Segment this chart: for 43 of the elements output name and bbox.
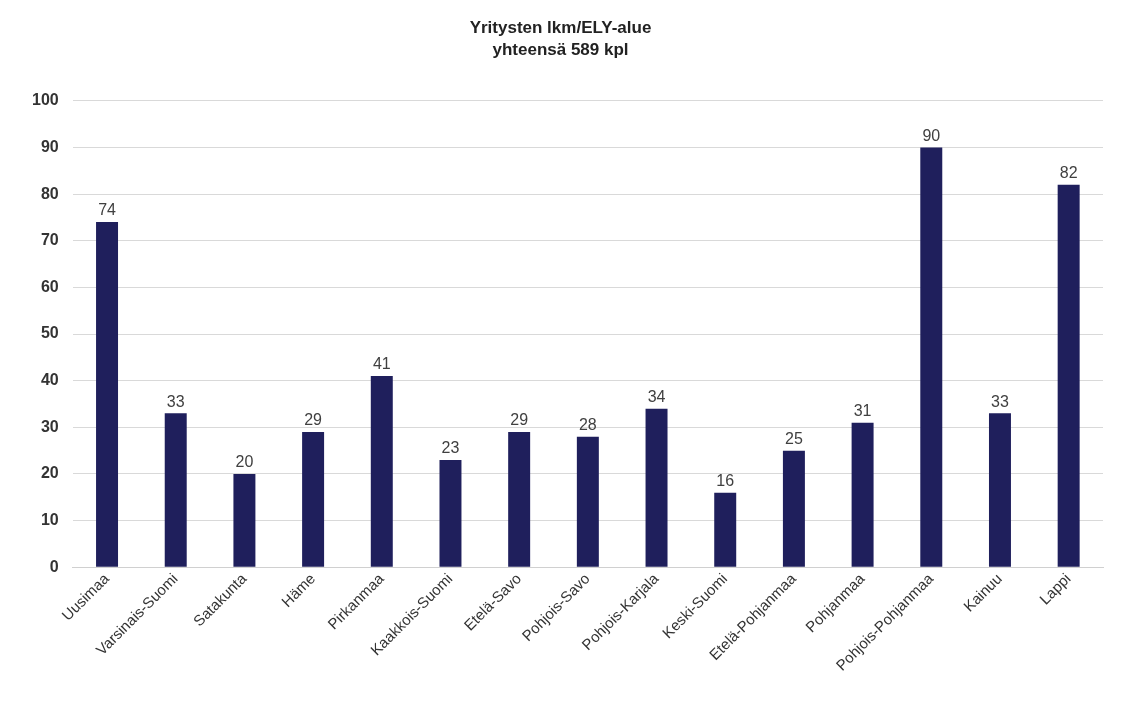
y-tick-label: 0 [49, 557, 59, 575]
data-label: 16 [716, 472, 735, 490]
bar [508, 432, 531, 567]
data-label: 29 [304, 411, 323, 429]
bar [96, 222, 119, 567]
bar [645, 408, 668, 567]
bar [302, 432, 325, 567]
y-tick-label: 40 [40, 371, 59, 389]
data-label: 23 [441, 439, 460, 457]
data-label: 28 [578, 416, 597, 434]
bar [370, 376, 393, 567]
y-tick-label: 80 [40, 184, 59, 202]
data-label: 34 [647, 388, 666, 406]
data-label: 31 [853, 402, 872, 420]
bar [439, 460, 462, 567]
y-tick-label: 90 [40, 137, 59, 155]
bar [233, 473, 256, 567]
bar [988, 413, 1011, 567]
y-tick-label: 30 [40, 417, 59, 435]
data-label: 90 [922, 126, 941, 144]
bar [920, 147, 943, 567]
bar [714, 492, 737, 567]
data-label: 33 [991, 392, 1009, 410]
y-tick-label: 70 [40, 231, 59, 249]
bar [851, 422, 874, 567]
y-tick-label: 10 [40, 511, 59, 529]
bar [576, 436, 599, 567]
chart-title: Yritysten lkm/ELY-alue [469, 17, 652, 37]
y-tick-label: 50 [40, 324, 59, 342]
data-label: 25 [785, 430, 803, 448]
data-label: 20 [235, 453, 254, 471]
data-label: 41 [372, 355, 391, 373]
y-tick-label: 60 [40, 277, 59, 295]
y-tick-label: 20 [40, 464, 59, 482]
bar [782, 450, 805, 567]
chart-subtitle: yhteensä 589 kpl [492, 40, 629, 60]
data-label: 74 [98, 201, 117, 219]
bar [164, 413, 187, 567]
data-label: 29 [510, 411, 529, 429]
y-tick-label: 100 [31, 91, 59, 109]
bar [1057, 184, 1080, 567]
data-label: 33 [166, 392, 185, 410]
data-label: 82 [1059, 164, 1078, 182]
